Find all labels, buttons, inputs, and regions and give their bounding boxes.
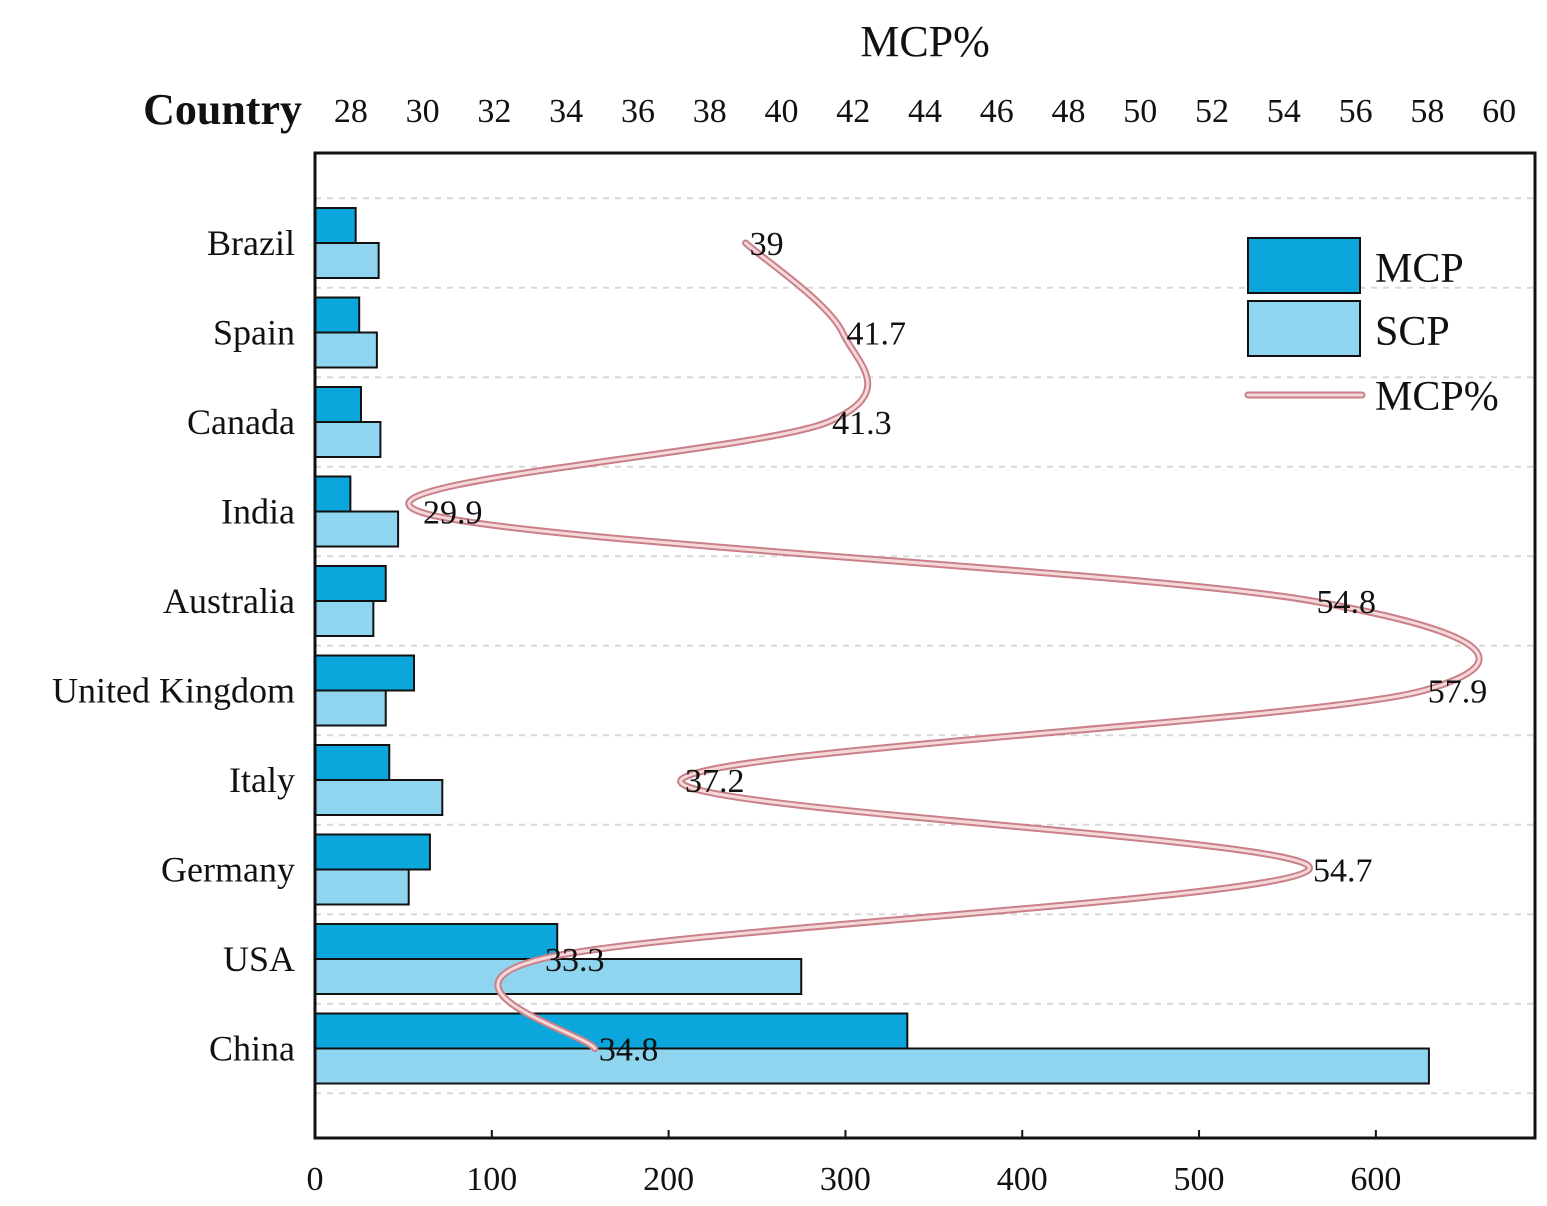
bar-scp-italy [314, 779, 444, 816]
x2-tick-label-38: 38 [693, 93, 727, 130]
x-tick-label-300: 300 [820, 1161, 871, 1198]
data-labels: 39 41.7 41.3 29.9 54.8 57.9 37.2 54.7 33.3 34.8 [423, 226, 1487, 1069]
bar-mcp-italy [314, 744, 391, 781]
legend-label-mcp-percent: MCP% [1375, 374, 1499, 420]
x-tick-label-400: 400 [997, 1161, 1048, 1198]
bar-mcp-canada [314, 386, 362, 423]
bar-mcp-brazil [314, 207, 357, 244]
mcp-percent-label-spain: 41.7 [846, 316, 906, 353]
bar-mcp-usa [314, 923, 559, 960]
legend: MCP SCP MCP% [1244, 237, 1499, 420]
x-tick-label-100: 100 [466, 1161, 517, 1198]
x-tick-label-600: 600 [1350, 1161, 1401, 1198]
mcp-percent-label-australia: 54.8 [1317, 584, 1377, 621]
x-tick-label-0: 0 [307, 1161, 324, 1198]
bar-scp-united-kingdom [314, 689, 387, 727]
x2-tick-label-48: 48 [1052, 93, 1086, 130]
x2-tick-label-50: 50 [1123, 93, 1157, 130]
x2-tick-label-28: 28 [334, 93, 368, 130]
legend-label-scp: SCP [1375, 309, 1450, 355]
x-axis-top-ticks: 28 30 32 34 36 38 40 42 44 46 48 50 52 54 56 58 60 [334, 93, 1516, 130]
x2-tick-label-60: 60 [1482, 93, 1516, 130]
category-label-india: India [221, 492, 295, 532]
x2-tick-label-52: 52 [1195, 93, 1229, 130]
legend-swatch-mcp [1247, 237, 1361, 294]
mcp-percent-label-italy: 37.2 [685, 763, 745, 800]
x2-tick-label-58: 58 [1410, 93, 1444, 130]
mcp-percent-label-united-kingdom: 57.9 [1428, 674, 1488, 711]
plot-frame [313, 151, 1537, 1140]
x-axis-bottom-ticks: 0 100 200 300 400 500 600 [307, 1130, 1401, 1198]
x2-tick-label-42: 42 [836, 93, 870, 130]
x2-tick-label-36: 36 [621, 93, 655, 130]
x2-tick-label-56: 56 [1339, 93, 1373, 130]
secondary-axis-title: MCP% [860, 17, 990, 66]
category-label-italy: Italy [229, 760, 295, 800]
category-label-australia: Australia [163, 581, 295, 621]
mcp-percent-label-canada: 41.3 [832, 405, 892, 442]
bar-mcp-spain [314, 296, 361, 334]
bar-mcp-united-kingdom [314, 654, 416, 692]
mcp-percent-label-india: 29.9 [423, 495, 483, 532]
category-label-united-kingdom: United Kingdom [52, 671, 295, 711]
bar-mcp-germany [314, 833, 431, 871]
x2-tick-label-54: 54 [1267, 93, 1301, 130]
x-tick-label-200: 200 [643, 1161, 694, 1198]
mcp-percent-line [405, 239, 1483, 1052]
legend-label-mcp: MCP [1375, 246, 1464, 292]
bar-scp-australia [314, 600, 375, 637]
x-tick-label-500: 500 [1174, 1161, 1225, 1198]
category-label-spain: Spain [213, 313, 295, 353]
category-label-usa: USA [223, 939, 295, 979]
x2-tick-label-30: 30 [406, 93, 440, 130]
category-label-brazil: Brazil [207, 223, 295, 263]
bar-scp-spain [314, 331, 378, 369]
bar-mcp-australia [314, 565, 387, 602]
mcp-percent-label-china: 34.8 [599, 1032, 659, 1069]
category-label-canada: Canada [187, 402, 295, 442]
mcp-percent-label-brazil: 39 [750, 226, 784, 263]
x2-tick-label-44: 44 [908, 93, 942, 130]
bar-scp-germany [314, 868, 410, 906]
x2-tick-label-46: 46 [980, 93, 1014, 130]
x2-tick-label-34: 34 [549, 93, 583, 130]
mcp-percent-label-usa: 33.3 [545, 942, 605, 979]
legend-swatch-scp [1247, 300, 1361, 357]
category-labels: Brazil Spain Canada India Australia United Ki… [52, 223, 295, 1069]
bar-scp-india [314, 510, 400, 548]
category-axis-title: Country [143, 85, 302, 134]
bar-mcp-india [314, 475, 352, 513]
x2-tick-label-32: 32 [477, 93, 511, 130]
category-label-germany: Germany [161, 850, 295, 890]
bar-scp-usa [314, 958, 803, 995]
bar-scp-canada [314, 421, 382, 458]
bars [314, 207, 1430, 1085]
mcp-percent-label-germany: 54.7 [1313, 853, 1373, 890]
x2-tick-label-40: 40 [764, 93, 798, 130]
bar-scp-brazil [314, 242, 380, 279]
bar-scp-china [314, 1047, 1430, 1085]
category-label-china: China [209, 1029, 295, 1069]
mcp-percent-line-path [407, 241, 1481, 1050]
